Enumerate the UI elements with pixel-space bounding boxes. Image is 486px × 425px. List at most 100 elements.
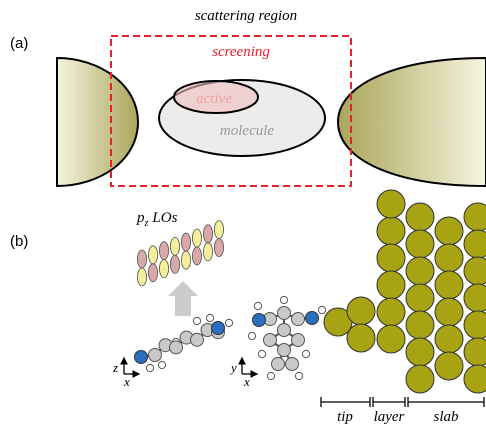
segment-bars xyxy=(320,397,485,407)
orbital-lobe-upper xyxy=(169,236,180,256)
hydrogen-atom xyxy=(224,318,234,328)
gold-atom xyxy=(434,243,464,273)
orbital-lobe-lower xyxy=(169,254,180,274)
hydrogen-atom xyxy=(266,371,276,381)
gold-atom xyxy=(376,189,406,219)
hydrogen-atom xyxy=(145,363,155,373)
active-region xyxy=(173,80,259,114)
gold-electrode xyxy=(323,189,486,394)
pz-los-label: pz LOs xyxy=(136,210,178,229)
orbital-lobe-lower xyxy=(147,263,158,283)
active-label: active xyxy=(196,91,232,107)
nitrogen-atom xyxy=(211,321,225,335)
gold-atom xyxy=(405,202,435,232)
carbon-atom xyxy=(169,340,183,355)
hydrogen-atom xyxy=(257,349,267,359)
pz-los-label-sub: z xyxy=(144,218,149,229)
orbital-lobe-upper xyxy=(202,224,213,244)
gold-atom xyxy=(434,216,464,246)
orbital-lobe-upper xyxy=(213,220,224,240)
left-electrode xyxy=(56,56,140,188)
axes-right: y x xyxy=(229,356,259,389)
nitrogen-atom xyxy=(134,350,148,364)
carbon-atom xyxy=(277,343,291,357)
axis-y-label: y xyxy=(229,360,237,375)
gold-atom xyxy=(434,270,464,300)
hydrogen-atom xyxy=(247,331,257,341)
gold-atom xyxy=(463,364,486,394)
orbital-lobe-upper xyxy=(147,245,158,265)
hydrogen-atom xyxy=(157,360,167,370)
orbital-lobe-upper xyxy=(191,228,202,248)
pz-los-label-rest: LOs xyxy=(151,210,177,226)
gold-atom xyxy=(463,229,486,259)
pz-los-label-base: p xyxy=(136,210,145,226)
orbital-lobe-lower xyxy=(158,259,169,279)
carbon-atom xyxy=(277,306,291,320)
gold-atom xyxy=(405,256,435,286)
hydrogen-atom xyxy=(253,301,263,311)
carbon-atom xyxy=(148,348,162,362)
gold-atom xyxy=(434,324,464,354)
gold-atom xyxy=(346,323,376,353)
hydrogen-atom xyxy=(317,305,327,315)
axes-left: z x xyxy=(112,356,141,389)
carbon-atom xyxy=(271,357,285,371)
gold-atom xyxy=(405,229,435,259)
gold-atom xyxy=(463,283,486,313)
hydrogen-atom xyxy=(294,371,304,381)
molecule-top-view xyxy=(247,295,327,381)
scattering-region-title: scattering region xyxy=(195,8,297,24)
screening-region-box xyxy=(110,35,352,187)
slab-label: slab xyxy=(433,409,459,425)
panel-b-label: (b) xyxy=(10,233,28,250)
molecule-side-view xyxy=(134,313,234,373)
gold-atom xyxy=(346,296,376,326)
axis-x2-label: x xyxy=(243,374,250,389)
tip-label: tip xyxy=(337,409,353,425)
orbital-lobe-upper xyxy=(136,249,147,269)
screening-label: screening xyxy=(212,44,270,60)
carbon-atom xyxy=(190,332,204,347)
axis-z-label: z xyxy=(112,360,118,375)
gold-atom xyxy=(405,283,435,313)
carbon-atom xyxy=(285,357,299,371)
carbon-atom xyxy=(291,312,305,326)
gold-atom xyxy=(376,243,406,273)
orbital-lobe-upper xyxy=(180,232,191,252)
hydrogen-atom xyxy=(192,316,202,326)
axis-x-label: x xyxy=(123,374,130,389)
gold-atom xyxy=(376,270,406,300)
gold-atom xyxy=(463,202,486,232)
gold-atom xyxy=(405,364,435,394)
panel-a-label: (a) xyxy=(10,35,28,52)
gold-atom xyxy=(463,337,486,367)
panel-b: (b) pz LOs z x y x xyxy=(10,189,486,425)
molecule-label: molecule xyxy=(220,123,274,139)
gold-atom xyxy=(376,216,406,246)
nitrogen-atom xyxy=(252,313,266,327)
carbon-atom xyxy=(277,323,291,337)
right-electrode xyxy=(336,56,486,188)
hydrogen-atom xyxy=(205,313,215,323)
carbon-atom xyxy=(263,333,277,347)
pz-orbitals xyxy=(136,220,224,287)
gold-atom xyxy=(405,337,435,367)
orbital-lobe-lower xyxy=(136,267,147,287)
orbital-lobe-lower xyxy=(202,242,213,262)
gold-atom xyxy=(463,256,486,286)
gold-atom xyxy=(405,310,435,340)
carbon-atom xyxy=(291,333,305,347)
layer-label: layer xyxy=(374,409,405,425)
gold-atom xyxy=(376,297,406,327)
gold-atom xyxy=(376,324,406,354)
panel-a: scattering region (a) screening active m… xyxy=(10,8,486,188)
orbital-lobe-lower xyxy=(213,238,224,258)
gold-atom xyxy=(434,297,464,327)
gold-atom xyxy=(434,351,464,381)
up-arrow xyxy=(168,281,198,316)
gold-atom xyxy=(463,310,486,340)
orbital-lobe-upper xyxy=(158,241,169,261)
nitrogen-atom xyxy=(305,311,319,325)
